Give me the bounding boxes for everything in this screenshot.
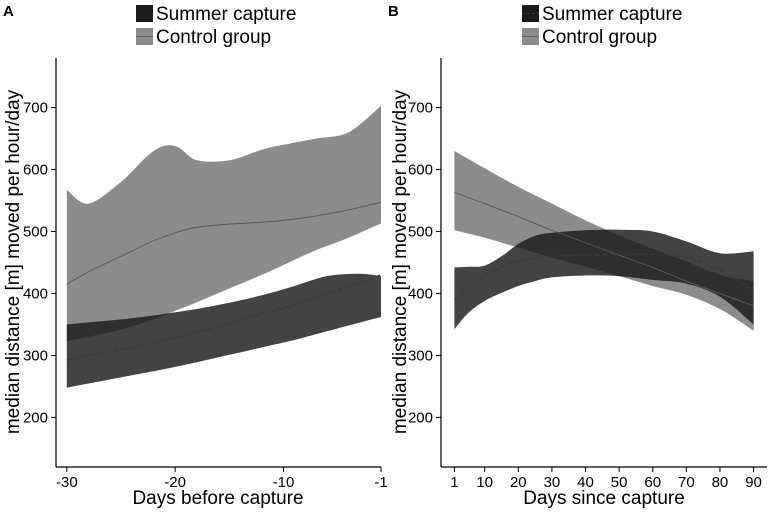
panel-b-x-tick-label: 80 [712, 474, 729, 491]
panel-a-letter: A [3, 3, 14, 20]
panel-b-y-ticks: 200 300 400 500 600 700 [408, 100, 441, 426]
panel-a-x-tick-label: -1 [374, 474, 387, 491]
legend-label-control-group: Control group [542, 27, 657, 48]
panel-a-y-tick-label: 700 [23, 100, 48, 117]
panel-a: A Summer capture Control group 200 300 400… [3, 3, 388, 509]
legend-label-control-group: Control group [156, 27, 271, 48]
panel-b-x-tick-label: 10 [476, 474, 493, 491]
panel-a-line-control-group [66, 201, 382, 285]
panel-a-y-axis-title: median distance [m] moved per hour/day [3, 89, 24, 434]
panel-a-y-tick-label: 200 [23, 409, 48, 426]
panel-b-x-tick-label: 20 [510, 474, 527, 491]
panel-a-ribbon-control-group [66, 105, 382, 342]
panel-a-plot-area [66, 105, 382, 388]
panel-a-y-tick-label: 600 [23, 162, 48, 179]
panel-a-y-tick-label: 400 [23, 285, 48, 302]
panel-b-ribbon-summer-capture [454, 229, 754, 330]
legend-label-summer-capture: Summer capture [156, 4, 296, 25]
legend-swatch-summer-capture [136, 5, 153, 22]
panel-b-y-tick-label: 600 [408, 162, 433, 179]
panel-b-x-tick-label: 50 [611, 474, 628, 491]
panel-b-letter: B [388, 3, 399, 20]
panel-b-y-tick-label: 300 [408, 347, 433, 364]
panel-b-x-tick-label: 70 [678, 474, 695, 491]
panel-a-x-tick-label: -20 [164, 474, 186, 491]
panel-b-x-tick-label: 30 [544, 474, 561, 491]
panel-b-y-tick-label: 500 [408, 224, 433, 241]
panel-b-y-axis-title: median distance [m] moved per hour/day [390, 89, 411, 434]
legend-label-summer-capture: Summer capture [542, 4, 682, 25]
panel-a-y-ticks: 200 300 400 500 600 700 [23, 100, 56, 426]
panel-a-y-tick-label: 500 [23, 224, 48, 241]
panel-b-plot-area [454, 151, 754, 331]
panel-b-x-tick-label: 1 [450, 474, 458, 491]
panel-a-x-ticks: -30 -20 -10 -1 [56, 467, 388, 491]
panel-b-line-summer-capture [454, 253, 754, 301]
panel-b-y-tick-label: 700 [408, 100, 433, 117]
panel-b-legend: Summer capture Control group [522, 4, 682, 48]
panel-a-line-summer-capture [66, 274, 382, 361]
panel-b-x-axis-title: Days since capture [523, 488, 685, 509]
panel-b-x-tick-label: 40 [577, 474, 594, 491]
panel-b-x-tick-label: 90 [745, 474, 762, 491]
legend-swatch-summer-capture [522, 5, 539, 22]
panel-a-legend: Summer capture Control group [136, 4, 296, 48]
panel-b-y-tick-label: 200 [408, 409, 433, 426]
panel-b-x-ticks: 1 10 20 30 40 50 60 70 80 90 [450, 467, 762, 491]
panel-a-x-tick-label: -10 [273, 474, 295, 491]
panel-b-line-control-group [454, 192, 754, 307]
panel-a-x-tick-label: -30 [56, 474, 78, 491]
panel-b-x-tick-label: 60 [644, 474, 661, 491]
panel-a-x-axis-title: Days before capture [132, 488, 303, 509]
panel-b-y-tick-label: 400 [408, 285, 433, 302]
panel-b: B Summer capture Control group 200 300 400… [388, 3, 767, 509]
panel-a-y-tick-label: 300 [23, 347, 48, 364]
